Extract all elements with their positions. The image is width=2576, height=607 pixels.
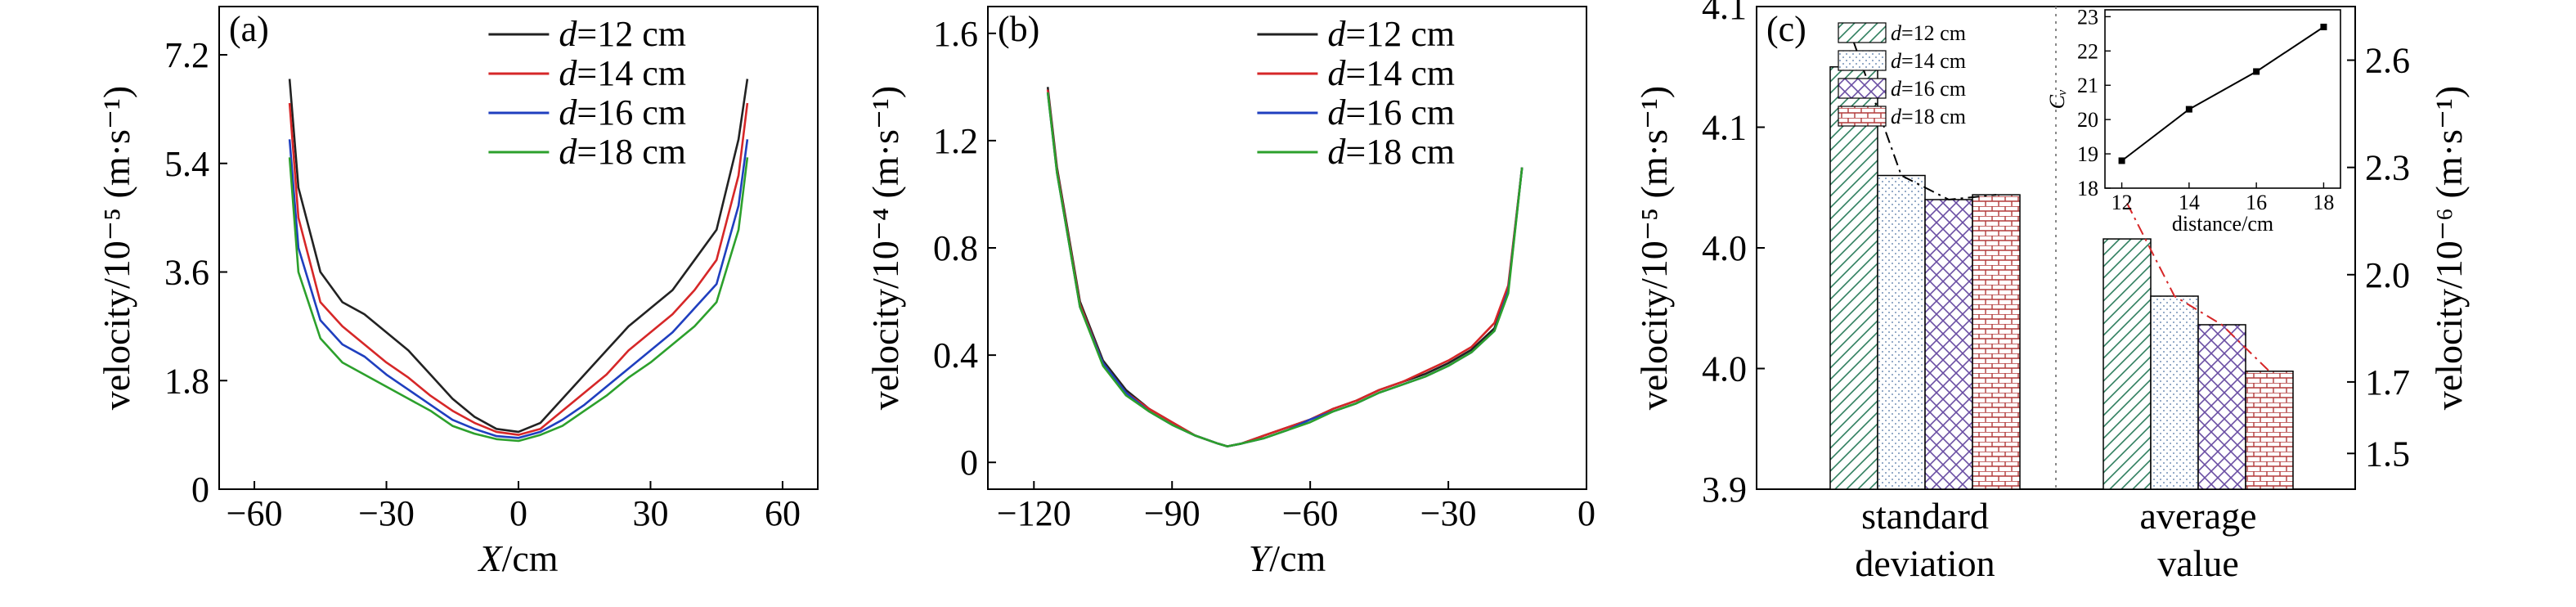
inset-x-axis-title: distance/cm — [2172, 212, 2273, 236]
y-tick-label: 0.8 — [933, 228, 978, 268]
legend-swatch-d12 — [1838, 22, 1887, 43]
left-y-axis-title: velocity/10⁻⁵ (m·s⁻¹) — [1633, 86, 1675, 410]
legend-swatch-d16 — [1838, 78, 1887, 99]
legend-label-d14: d=14 cm — [559, 53, 686, 93]
inset-y-tick-label: 19 — [2077, 142, 2098, 166]
x-tick-label: −30 — [358, 493, 415, 533]
inset-x-tick-label: 12 — [2112, 191, 2133, 214]
bar-avg-d12 — [2103, 238, 2152, 490]
legend-label-d18: d=18 cm — [1327, 132, 1455, 172]
panel-label: (a) — [229, 9, 269, 49]
inset-point — [2253, 68, 2260, 75]
right-y-tick-label: 2.3 — [2365, 148, 2410, 188]
inset-point — [2118, 157, 2125, 164]
inset-point — [2185, 106, 2192, 113]
inset-x-tick-label: 18 — [2313, 191, 2334, 214]
left-y-tick-label: 4.1 — [1702, 108, 1747, 148]
right-y-tick-label: 1.5 — [2365, 434, 2410, 474]
series-line-d18 — [288, 157, 749, 443]
bar-std-d16 — [1924, 199, 1973, 490]
y-tick-label: 7.2 — [164, 35, 209, 75]
left-y-tick-label: 4.0 — [1702, 349, 1747, 389]
right-y-tick-label: 1.7 — [2365, 362, 2410, 402]
inset-x-tick-label: 14 — [2179, 191, 2200, 214]
legend-label-d16: d=16 cm — [1327, 92, 1455, 133]
plot-frame — [218, 6, 819, 490]
panel-b-line-chart: −120 −90 −60 −30 0 0 0.4 0.8 1.2 1.6 Y/cm velocity/… — [864, 6, 1595, 579]
legend-label-d14: d=14 cm — [1891, 49, 1966, 73]
panel-label: (b) — [998, 9, 1039, 49]
x-tick-label: 30 — [632, 493, 668, 533]
x-tick-label: 0 — [1577, 493, 1595, 533]
inset-y-tick-label: 20 — [2077, 108, 2098, 132]
bar-std-d14 — [1877, 174, 1926, 490]
category-label-0: deviation — [1855, 542, 1995, 584]
legend-label-d14: d=14 cm — [1327, 53, 1455, 93]
y-tick-label: 0 — [191, 470, 209, 510]
left-y-tick-label: 4.0 — [1702, 228, 1747, 268]
inset-y-axis-title: Cᵥ — [2045, 89, 2069, 110]
left-y-tick-label: 3.9 — [1702, 470, 1747, 510]
category-label-1: average — [2140, 495, 2257, 537]
legend-label-d18: d=18 cm — [559, 132, 686, 172]
series-line-d12 — [288, 79, 749, 434]
trend-line-std — [1853, 42, 1997, 201]
x-tick-label: −120 — [997, 493, 1071, 533]
x-tick-label: −60 — [1282, 493, 1339, 533]
legend-label-d18: d=18 cm — [1891, 105, 1966, 128]
legend-label-d16: d=16 cm — [1891, 77, 1966, 101]
left-y-tick-label: 4.1 — [1702, 0, 1747, 27]
plot-frame — [987, 6, 1587, 490]
inset-frame — [2104, 9, 2341, 189]
inset-y-tick-label: 21 — [2077, 74, 2098, 97]
right-y-tick-label: 2.6 — [2365, 41, 2410, 81]
legend-label-d12: d=12 cm — [1327, 14, 1455, 54]
inset-y-tick-label: 18 — [2077, 177, 2098, 200]
bar-avg-d14 — [2150, 295, 2199, 490]
x-axis-title: X/cm — [477, 537, 558, 579]
y-tick-label: 3.6 — [164, 253, 209, 293]
y-tick-label: 0.4 — [933, 335, 978, 375]
x-axis-title: Y/cm — [1249, 537, 1326, 579]
y-axis-title: velocity/10⁻⁴ (m·s⁻¹) — [864, 86, 906, 410]
y-tick-label: 1.2 — [933, 121, 978, 161]
x-tick-label: 0 — [509, 493, 527, 533]
bar-avg-d16 — [2197, 324, 2246, 490]
inset-line — [2120, 26, 2324, 162]
series-line-d16 — [288, 139, 749, 439]
legend-label-d16: d=16 cm — [559, 92, 686, 133]
x-tick-label: 60 — [765, 493, 801, 533]
panel-c-bar-chart: 3.9 4.0 4.0 4.1 4.1 1.5 1.7 2.0 2.3 2.6 velocity/1… — [1633, 0, 2470, 584]
y-tick-label: 1.6 — [933, 14, 978, 54]
legend-swatch-d14 — [1838, 50, 1887, 71]
bar-std-d18 — [1972, 194, 2021, 490]
category-label-0: standard — [1861, 495, 1989, 537]
panel-label: (c) — [1766, 9, 1806, 49]
inset-y-tick-label: 22 — [2077, 39, 2098, 63]
right-y-tick-label: 2.0 — [2365, 255, 2410, 295]
right-y-axis-title: velocity/10⁻⁶ (m·s⁻¹) — [2428, 86, 2470, 410]
y-tick-label: 1.8 — [164, 361, 209, 401]
category-label-1: value — [2157, 542, 2239, 584]
y-axis-title: velocity/10⁻⁵ (m·s⁻¹) — [96, 86, 137, 410]
inset-y-tick-label: 23 — [2077, 5, 2098, 29]
bar-avg-d18 — [2245, 371, 2294, 490]
x-tick-label: −60 — [227, 493, 283, 533]
series-line-d14 — [288, 102, 749, 436]
legend-label-d12: d=12 cm — [559, 14, 686, 54]
y-tick-label: 0 — [960, 443, 978, 483]
panel-a-line-chart: −60 −30 0 30 60 0 1.8 3.6 5.4 7.2 X/cm velocity/10⁻… — [96, 6, 819, 579]
x-tick-label: −90 — [1144, 493, 1200, 533]
bar-std-d12 — [1829, 66, 1878, 490]
inset-point — [2320, 23, 2327, 30]
x-tick-label: −30 — [1420, 493, 1477, 533]
legend-label-d12: d=12 cm — [1891, 21, 1966, 45]
legend-swatch-d18 — [1838, 106, 1887, 127]
trend-line-avg — [2126, 202, 2270, 372]
inset-x-tick-label: 16 — [2246, 191, 2267, 214]
series-line-d18 — [1046, 92, 1524, 447]
y-tick-label: 5.4 — [164, 144, 209, 184]
